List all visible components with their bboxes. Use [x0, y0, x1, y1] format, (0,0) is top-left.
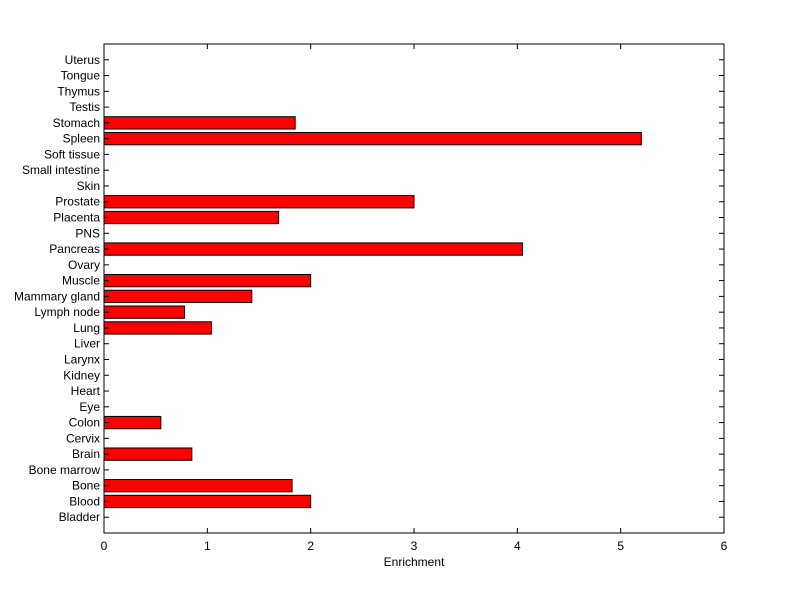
bar-bone: [103, 479, 293, 493]
bar-mammary-gland: [103, 289, 253, 304]
x-tick-label: 6: [721, 539, 728, 553]
y-tick-label-tongue: Tongue: [61, 69, 101, 83]
y-tick-label-mammary-gland: Mammary gland: [14, 289, 100, 303]
y-tick-label-kidney: Kidney: [63, 368, 100, 382]
bar-blood: [103, 494, 312, 509]
y-tick-label-blood: Blood: [69, 494, 100, 508]
y-tick-label-eye: Eye: [79, 400, 100, 414]
y-tick-label-bone: Bone: [72, 479, 100, 493]
x-tick-label: 2: [307, 539, 314, 553]
x-axis-label: Enrichment: [384, 555, 445, 569]
y-tick-label-cervix: Cervix: [66, 431, 100, 445]
y-tick-label-ovary: Ovary: [68, 258, 100, 272]
y-tick-label-soft-tissue: Soft tissue: [44, 147, 100, 161]
y-tick-label-pancreas: Pancreas: [49, 242, 100, 256]
x-tick-label: 1: [204, 539, 211, 553]
bar-muscle: [103, 273, 312, 288]
y-tick-label-muscle: Muscle: [62, 274, 100, 288]
y-tick-label-lymph-node: Lymph node: [34, 305, 100, 319]
y-tick-label-uterus: Uterus: [65, 53, 100, 67]
bar-lung: [103, 321, 212, 335]
y-tick-label-larynx: Larynx: [64, 352, 100, 366]
bar-stomach: [103, 116, 296, 130]
bar-spleen: [103, 131, 642, 146]
y-tick-label-skin: Skin: [77, 179, 100, 193]
y-tick-label-testis: Testis: [69, 100, 100, 114]
y-tick-label-liver: Liver: [74, 337, 100, 351]
y-tick-label-heart: Heart: [71, 384, 101, 398]
y-tick-label-stomach: Stomach: [53, 116, 100, 130]
y-tick-label-prostate: Prostate: [55, 195, 100, 209]
bar-prostate: [103, 195, 415, 209]
y-tick-label-pns: PNS: [75, 226, 100, 240]
y-tick-label-colon: Colon: [69, 416, 100, 430]
x-tick-label: 4: [514, 539, 521, 553]
bar-pancreas: [103, 242, 523, 256]
y-tick-label-brain: Brain: [72, 447, 100, 461]
bar-brain: [103, 447, 193, 461]
x-tick-label: 3: [411, 539, 418, 553]
bar-placenta: [103, 210, 280, 225]
y-tick-label-small-intestine: Small intestine: [22, 163, 100, 177]
y-tick-label-bone-marrow: Bone marrow: [29, 463, 101, 477]
bar-colon: [103, 415, 162, 430]
y-tick-label-spleen: Spleen: [63, 132, 100, 146]
bar-lymph-node: [103, 305, 186, 319]
x-tick-label: 5: [617, 539, 624, 553]
y-tick-label-bladder: Bladder: [59, 510, 100, 524]
y-tick-label-thymus: Thymus: [57, 84, 100, 98]
y-tick-label-placenta: Placenta: [53, 211, 100, 225]
y-tick-label-lung: Lung: [73, 321, 100, 335]
x-tick-label: 0: [101, 539, 108, 553]
